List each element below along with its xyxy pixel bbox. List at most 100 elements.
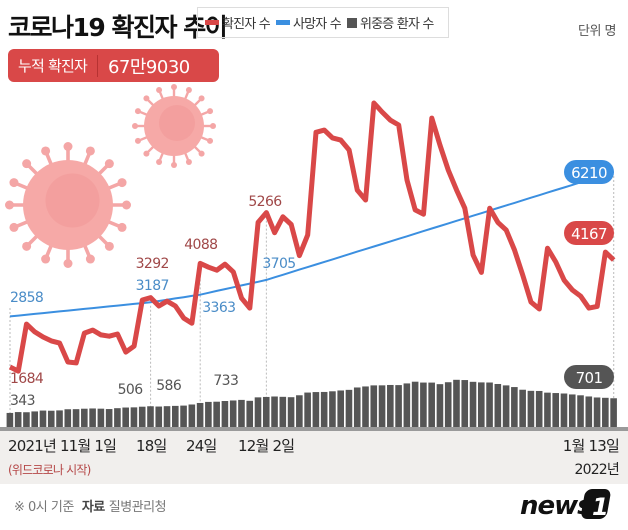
severe-bar [122,407,129,427]
svg-text:1: 1 [592,493,608,521]
year-label: 2022년 [574,462,619,478]
severe-bar [577,395,584,427]
severe-bar [97,408,105,427]
virus-spike-tip [210,123,216,129]
severe-bar [411,381,419,427]
svg-text:news: news [520,491,592,521]
cumulative-badge: 누적 확진자 67만9030 [8,49,219,82]
severe-bar [246,400,254,427]
severe-bar [262,396,270,427]
virus-spike-tip [122,200,131,210]
virus-spike-tip [207,108,214,115]
x-label-end: 1월 13일 [562,437,620,455]
severe-bar [72,409,80,427]
severe-bar [39,410,47,427]
virus-core [45,173,100,228]
severe-bar [147,406,154,427]
virus-spike-tip [134,137,141,144]
severe-bar [511,387,518,427]
virus-large-icon [5,142,131,268]
severe-bar [610,398,617,427]
data-label: 5266 [248,194,282,210]
legend-swatch-icon [205,20,219,25]
virus-spike-tip [185,159,192,166]
with-corona-note: (위드코로나 시작) [8,463,91,477]
legend-label: 위중증 환자 수 [359,17,434,32]
severe-bar [287,397,295,427]
virus-spike-tip [22,159,32,169]
x-label-dec2: 12월 2일 [238,437,295,455]
severe-bar [362,386,369,427]
severe-bar [254,397,262,427]
virus-spike-tip [156,159,163,166]
data-label: 3363 [202,300,235,316]
virus-spike-tip [63,259,73,268]
value-pill [564,365,614,389]
data-label: 3705 [262,256,295,272]
severe-bar [180,405,187,427]
severe-bar [81,408,88,427]
data-label: 3292 [136,256,169,272]
deaths-line [9,170,615,318]
severe-bar [494,383,502,427]
x-label-nov18: 18일 [136,437,167,455]
value-pill-label: 6210 [571,164,607,182]
severe-bar [329,391,336,427]
cumulative-value: 67만9030 [107,56,190,78]
data-label: 3187 [136,278,169,294]
severe-bar [370,385,378,427]
legend-item-confirmed: 확진자 수 [205,13,271,32]
severe-bar [527,390,535,427]
virus-spike-tip [85,146,95,156]
severe-bar [544,392,551,427]
severe-bar [163,406,171,427]
severe-bar [378,385,386,427]
virus-spike-tip [41,146,51,156]
severe-bar [312,392,320,427]
severe-bar [213,401,220,427]
virus-spike-tip [63,142,73,151]
severe-bar [461,380,469,427]
virus-illustrations [5,84,216,268]
severe-bar [353,387,361,427]
virus-small-icon [132,84,216,168]
severe-bar [552,393,560,427]
virus-spike-tip [171,162,177,168]
severe-bar [395,385,402,427]
severe-bar [23,412,30,427]
legend: 확진자 수 사망자 수 위중증 환자 수 [197,7,449,38]
legend-label: 사망자 수 [292,17,342,32]
severe-bar [64,409,72,427]
virus-spike-tip [9,178,19,188]
severe-bar [138,406,146,427]
data-label: 343 [10,393,35,409]
virus-spike-tip [104,159,114,169]
virus-spike-tip [117,178,127,188]
severe-bar [420,382,427,427]
unit-label: 단위 명 [577,24,617,39]
severe-bar [593,397,601,427]
x-axis-line [0,427,628,431]
severe-bar [205,401,212,427]
severe-bar [453,379,460,427]
severe-bar [31,411,39,427]
legend-item-severe: 위중증 환자 수 [346,13,434,32]
severe-bar [602,397,609,427]
data-label: 4088 [184,237,217,253]
severe-bar [477,382,485,427]
severe-bar [403,383,411,427]
severe-bar [188,404,196,427]
page-title: 코로나19 확진자 추이 [8,13,228,42]
legend-item-deaths: 사망자 수 [275,13,342,32]
severe-bar [519,389,526,427]
virus-spike-tip [117,222,127,232]
virus-spike-tip [22,241,32,251]
source-label: 자료 [81,500,105,515]
severe-bar [238,399,245,427]
severe-bar [47,410,55,427]
severe-bar [114,408,121,427]
virus-spike-tip [104,241,114,251]
severe-bar [229,400,237,427]
basis-note: ※ 0시 기준 [14,500,74,515]
